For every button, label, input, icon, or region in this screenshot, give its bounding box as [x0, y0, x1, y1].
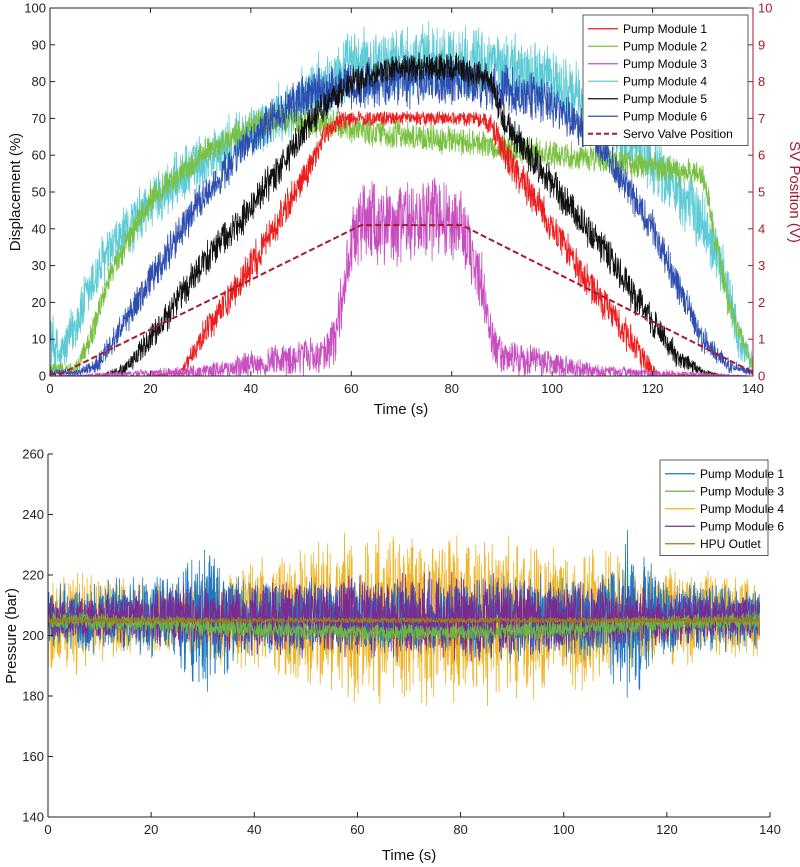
bottom-series-group — [47, 529, 761, 707]
bottom-y-tick-label: 240 — [22, 507, 44, 522]
top-y-tick-label: 80 — [32, 74, 46, 89]
top-x-tick-label: 100 — [541, 381, 563, 396]
bottom-legend-box — [659, 459, 769, 556]
top-y-tick-label: 100 — [24, 1, 46, 16]
top-y-tick-label: 50 — [32, 185, 46, 200]
top-y-tick-label: 0 — [39, 369, 46, 384]
top-y2-tick-label: 4 — [758, 221, 765, 236]
top-x-tick-label: 80 — [444, 381, 458, 396]
top-y-tick-label: 20 — [32, 295, 46, 310]
top-legend-label-pump-module-6: Pump Module 6 — [623, 109, 707, 123]
top-legend-label-pump-module-3: Pump Module 3 — [623, 57, 707, 71]
top-x-tick-label: 120 — [642, 381, 664, 396]
bottom-x-tick-label: 120 — [656, 822, 678, 837]
bottom-legend-label-hpu-outlet: HPU Outlet — [700, 537, 761, 551]
top-y2-tick-label: 1 — [758, 332, 765, 347]
bottom-legend: Pump Module 1 Pump Module 3 Pump Module 4 P… — [659, 459, 784, 556]
top-y2-axis-label: SV Position (V) — [786, 141, 800, 243]
top-y-axis-label: Displacement (%) — [7, 133, 24, 251]
bottom-x-tick-label: 0 — [44, 822, 51, 837]
bottom-y-axis-label: Pressure (bar) — [3, 588, 20, 684]
top-legend-label-pump-module-5: Pump Module 5 — [623, 92, 707, 106]
top-y2-tick-label: 2 — [758, 295, 765, 310]
top-y2-tick-label: 7 — [758, 111, 765, 126]
top-y2-tick-label: 5 — [758, 185, 765, 200]
pressure-chart: 0 20 40 60 80 100 120 140140160180200220240260 … — [3, 447, 784, 865]
bottom-legend-label-pump-module-3: Pump Module 3 — [700, 484, 784, 498]
top-x-tick-label: 60 — [344, 381, 358, 396]
top-y2-tick-label: 9 — [758, 37, 765, 52]
top-y2-tick-label: 6 — [758, 148, 765, 163]
top-series-group — [49, 21, 754, 377]
top-y-tick-label: 10 — [32, 332, 46, 347]
bottom-x-axis-label: Time (s) — [382, 847, 436, 864]
top-legend: Pump Module 1 Pump Module 2 Pump Module 3 P… — [582, 14, 749, 146]
bottom-y-tick-label: 140 — [22, 810, 44, 825]
top-legend-label-pump-module-2: Pump Module 2 — [623, 39, 707, 53]
top-y2-tick-label: 10 — [758, 1, 772, 16]
top-y-tick-label: 60 — [32, 148, 46, 163]
top-series-pump-module-2 — [49, 106, 754, 376]
top-series-servo-valve-position — [50, 224, 754, 376]
top-y2-tick-label: 8 — [758, 74, 765, 89]
top-legend-label-pump-module-1: Pump Module 1 — [623, 22, 707, 36]
top-series-pump-module-6 — [49, 54, 754, 377]
bottom-y-tick-label: 200 — [22, 628, 44, 643]
bottom-x-tick-label: 40 — [247, 822, 261, 837]
top-y2-tick-label: 3 — [758, 258, 765, 273]
top-x-tick-label: 0 — [46, 381, 53, 396]
top-x-axis-label: Time (s) — [374, 401, 428, 418]
bottom-x-tick-label: 80 — [453, 822, 467, 837]
top-x-tick-label: 40 — [244, 381, 258, 396]
top-legend-box — [582, 14, 749, 146]
bottom-series-hpu-outlet — [47, 616, 760, 625]
bottom-x-tick-label: 100 — [553, 822, 575, 837]
top-legend-label-servo-valve-position: Servo Valve Position — [623, 127, 733, 141]
bottom-y-tick-label: 220 — [22, 568, 44, 583]
top-y-tick-label: 30 — [32, 258, 46, 273]
displacement-chart: 0 20 40 60 80 100 120 1400102030405060708090100… — [7, 1, 800, 419]
bottom-series-pump-module-1 — [47, 529, 761, 698]
bottom-x-tick-label: 140 — [759, 822, 781, 837]
bottom-x-tick-label: 20 — [144, 822, 158, 837]
bottom-y-tick-label: 180 — [22, 689, 44, 704]
top-ticks-group: 0 20 40 60 80 100 120 1400102030405060708090100… — [24, 1, 772, 397]
bottom-y-tick-label: 160 — [22, 749, 44, 764]
top-series-pump-module-3 — [49, 177, 754, 377]
bottom-legend-label-pump-module-4: Pump Module 4 — [700, 502, 784, 516]
bottom-y-tick-label: 260 — [22, 447, 44, 462]
top-x-tick-label: 20 — [143, 381, 157, 396]
top-y-tick-label: 90 — [32, 37, 46, 52]
bottom-x-tick-label: 60 — [350, 822, 364, 837]
bottom-series-pump-module-3 — [47, 610, 761, 643]
top-y2-tick-label: 0 — [758, 369, 765, 384]
top-y-tick-label: 70 — [32, 111, 46, 126]
bottom-legend-label-pump-module-1: Pump Module 1 — [700, 467, 784, 481]
bottom-series-pump-module-6 — [47, 571, 761, 662]
bottom-legend-label-pump-module-6: Pump Module 6 — [700, 519, 784, 533]
top-legend-label-pump-module-4: Pump Module 4 — [623, 74, 707, 88]
top-x-tick-label: 140 — [742, 381, 764, 396]
top-y-tick-label: 40 — [32, 221, 46, 236]
